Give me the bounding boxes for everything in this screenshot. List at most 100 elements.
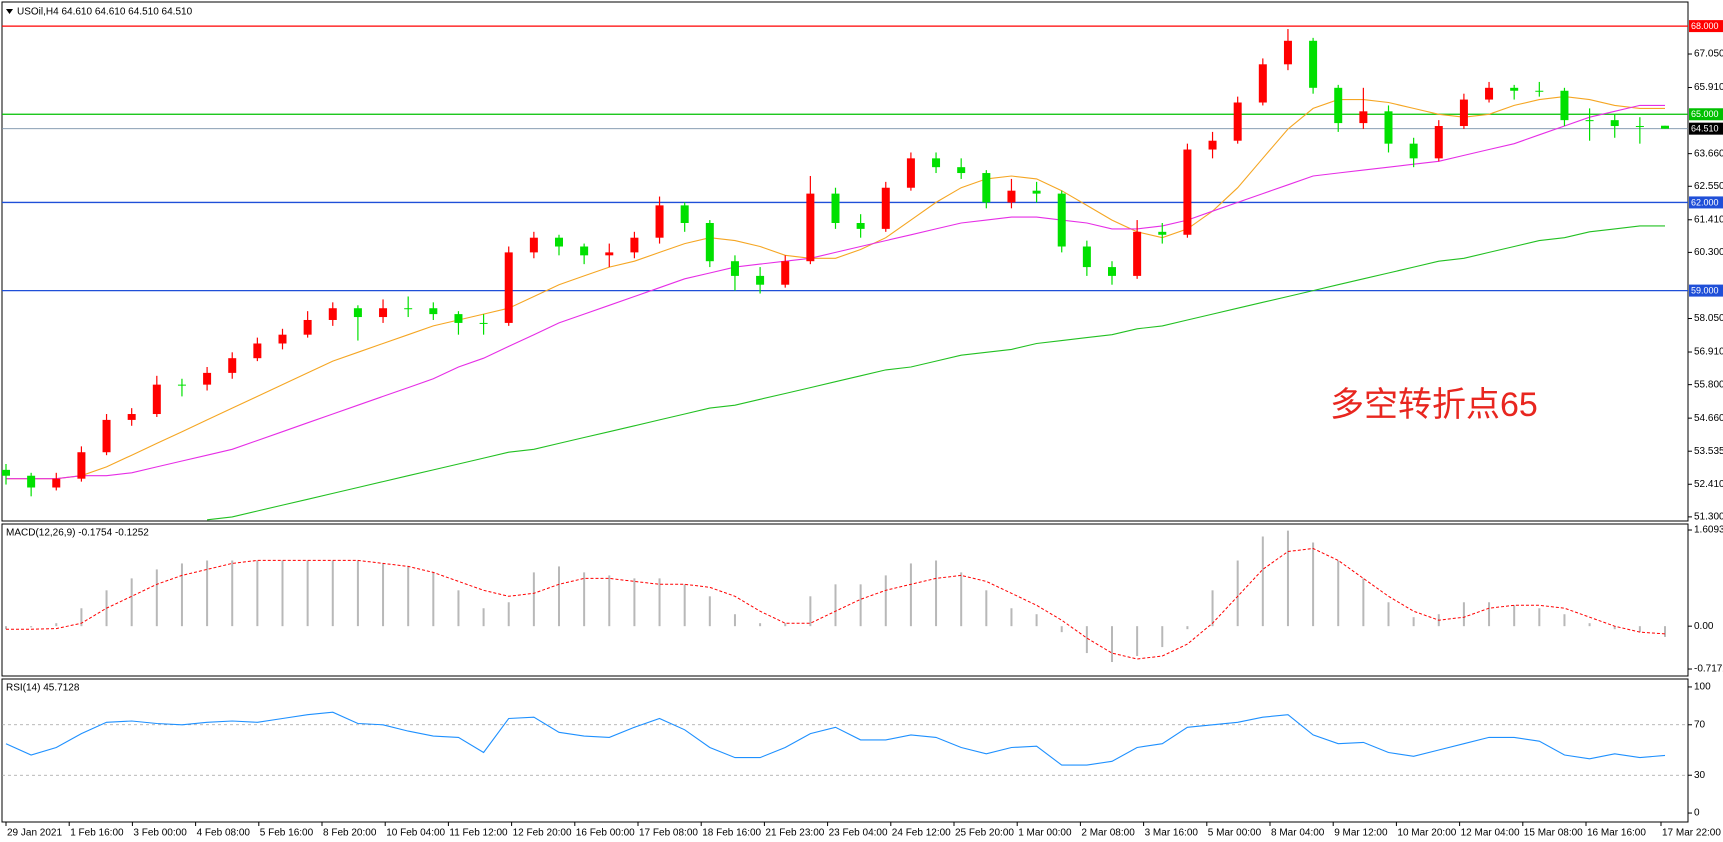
x-tick-label: 2 Mar 08:00 — [1081, 828, 1135, 839]
candle-body — [429, 308, 438, 315]
last-price-box — [1689, 122, 1723, 135]
candle-body — [102, 419, 111, 453]
x-tick-label: 1 Feb 16:00 — [70, 828, 124, 839]
candle-body — [1183, 149, 1192, 235]
candle-body — [580, 246, 589, 256]
candle-body — [605, 252, 614, 256]
candle-body — [756, 275, 765, 285]
moving-average — [6, 96, 1665, 480]
level-label-box — [1689, 196, 1723, 209]
macd-signal — [6, 547, 1666, 660]
macd-title: MACD(12,26,9) -0.1754 -0.1252 — [6, 528, 149, 539]
x-tick-label: 3 Feb 00:00 — [133, 828, 187, 839]
x-tick-label: 25 Feb 20:00 — [955, 828, 1014, 839]
y-tick-label: 58.050 — [1694, 313, 1723, 324]
y-tick-label: 100 — [1694, 682, 1711, 693]
y-tick-label: 30 — [1694, 770, 1706, 781]
y-tick-label: 52.410 — [1694, 479, 1723, 490]
candle-body — [1585, 120, 1594, 122]
candle-body — [705, 223, 714, 262]
y-tick-label: 53.535 — [1694, 446, 1723, 457]
candle-body — [1434, 126, 1443, 159]
candle-body — [856, 223, 865, 229]
x-tick-label: 21 Feb 23:00 — [765, 828, 824, 839]
candle-body — [680, 205, 689, 224]
candle-body — [982, 173, 991, 203]
last-price-label: 64.510 — [1691, 124, 1719, 134]
level-label: 68.000 — [1691, 21, 1719, 31]
x-tick-label: 12 Mar 04:00 — [1461, 828, 1520, 839]
x-tick-label: 4 Feb 08:00 — [197, 828, 251, 839]
candle-body — [52, 478, 61, 488]
x-tick-label: 17 Feb 08:00 — [639, 828, 698, 839]
candle-body — [781, 261, 790, 285]
x-tick-label: 5 Mar 00:00 — [1208, 828, 1262, 839]
x-tick-label: 3 Mar 16:00 — [1145, 828, 1199, 839]
candle-body — [1032, 190, 1041, 194]
candle-body — [1384, 111, 1393, 144]
candle-body — [152, 384, 161, 415]
candle-body — [730, 261, 739, 276]
y-tick-label: 65.910 — [1694, 82, 1723, 93]
y-tick-label: 0.00 — [1694, 621, 1714, 632]
candle-body — [203, 372, 212, 385]
candle-body — [404, 308, 413, 310]
candle-body — [1309, 40, 1318, 88]
candle-body — [1610, 120, 1619, 127]
y-tick-label: 0 — [1694, 808, 1700, 819]
candle-body — [479, 322, 488, 324]
y-tick-label: 56.910 — [1694, 347, 1723, 358]
x-tick-label: 15 Mar 08:00 — [1524, 828, 1583, 839]
candle-body — [1510, 87, 1519, 91]
y-tick-label: 1.6093 — [1694, 525, 1723, 536]
x-tick-label: 10 Mar 20:00 — [1397, 828, 1456, 839]
candle-body — [1007, 190, 1016, 203]
candle-body — [1459, 99, 1468, 127]
candle-body — [253, 343, 262, 359]
candle-body — [27, 475, 36, 488]
x-tick-label: 17 Mar 22:00 — [1662, 828, 1721, 839]
annotation: 多空转折点65 — [1330, 386, 1538, 424]
y-tick-label: 60.300 — [1694, 247, 1723, 258]
candle-body — [353, 308, 362, 318]
x-tick-label: 12 Feb 20:00 — [513, 828, 572, 839]
x-tick-label: 9 Mar 12:00 — [1334, 828, 1388, 839]
y-tick-label: 54.660 — [1694, 413, 1723, 424]
candle-body — [177, 384, 186, 386]
candle-body — [1108, 267, 1116, 276]
x-tick-label: 8 Feb 20:00 — [323, 828, 377, 839]
level-label-box — [1689, 20, 1723, 33]
candle-body — [831, 193, 840, 224]
candle-body — [630, 237, 639, 253]
y-tick-label: 63.660 — [1694, 148, 1723, 159]
candle-body — [1057, 193, 1066, 247]
candle-body — [1208, 140, 1217, 150]
x-tick-label: 5 Feb 16:00 — [260, 828, 314, 839]
level-label-box — [1689, 108, 1723, 121]
x-tick-label: 10 Feb 04:00 — [386, 828, 445, 839]
level-label: 65.000 — [1691, 109, 1719, 119]
candle-body — [1560, 90, 1569, 121]
candle-body — [1485, 87, 1494, 100]
candle-body — [127, 414, 136, 420]
y-tick-label: 62.550 — [1694, 181, 1723, 192]
candle-body — [529, 237, 538, 253]
candle-body — [1158, 231, 1167, 235]
candle-body — [932, 158, 941, 168]
candle-body — [806, 193, 815, 262]
candle-body — [906, 158, 915, 188]
candle-body — [1359, 111, 1368, 124]
y-tick-label: -0.7172 — [1694, 664, 1723, 675]
candle-body — [1283, 40, 1292, 65]
candle-body — [1334, 87, 1343, 124]
candle-body — [278, 334, 287, 344]
x-tick-label: 8 Mar 04:00 — [1271, 828, 1325, 839]
candle-body — [1409, 143, 1418, 159]
moving-average — [207, 225, 1665, 521]
candle-body — [1133, 231, 1142, 276]
main-panel-frame — [1, 1, 1689, 522]
candle-body — [303, 319, 312, 335]
x-tick-label: 18 Feb 16:00 — [702, 828, 761, 839]
